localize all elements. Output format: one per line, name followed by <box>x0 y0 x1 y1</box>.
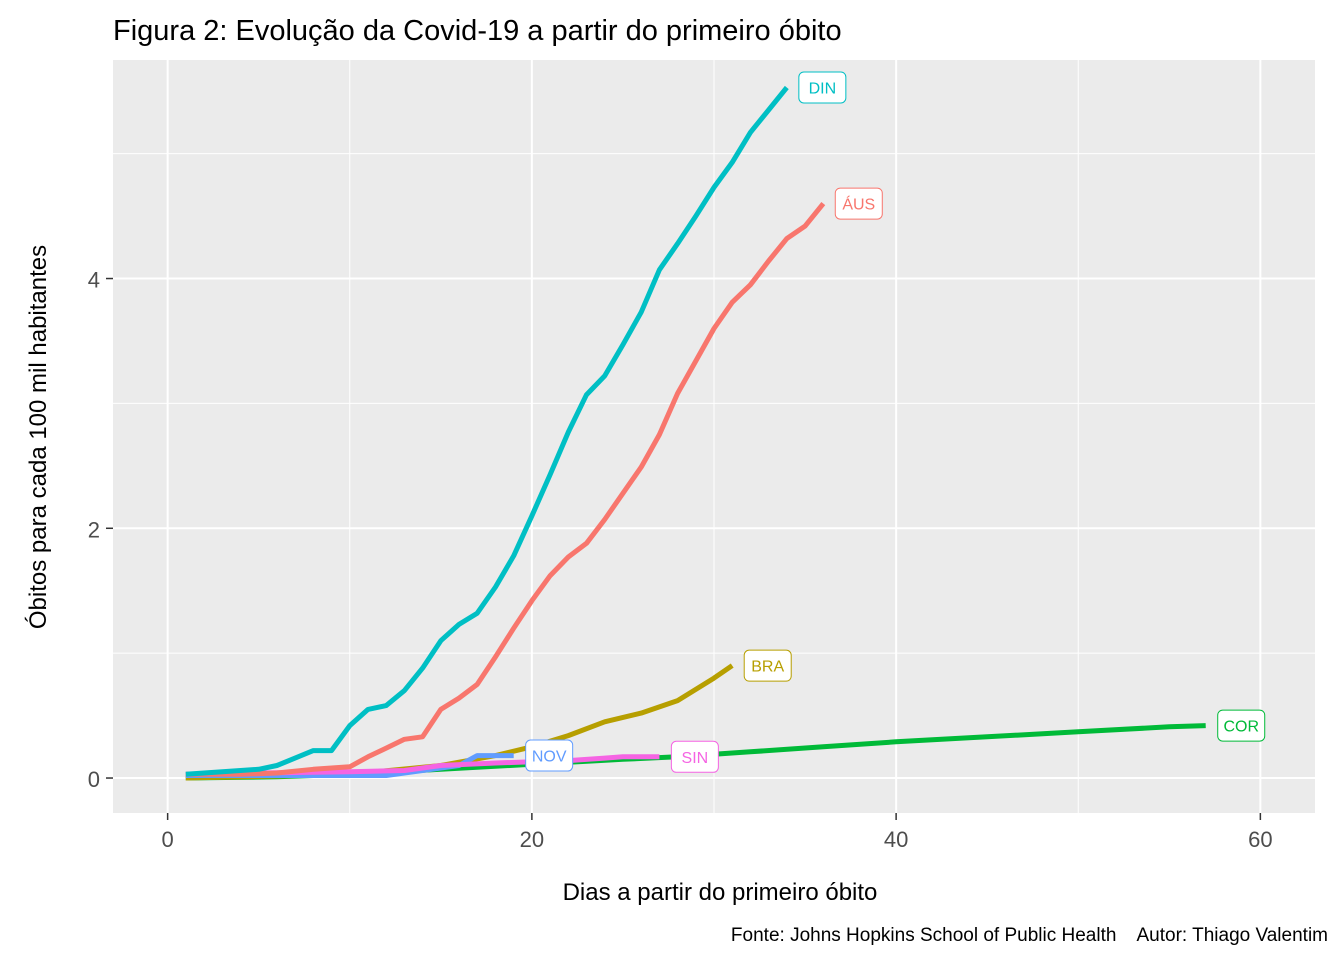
series-label-nov: NOV <box>525 739 574 772</box>
y-axis-title: Óbitos para cada 100 mil habitantes <box>25 245 52 629</box>
y-tick-label: 4 <box>88 268 100 293</box>
series-label-text: ÁUS <box>842 195 875 214</box>
y-axis-ticks: 0 2 4 <box>88 268 113 792</box>
series-line-áus <box>185 202 826 777</box>
series-label-text: NOV <box>532 749 567 766</box>
y-tick-label: 0 <box>88 767 100 792</box>
series-label-din: DIN <box>798 71 847 104</box>
series-label-text: DIN <box>809 80 837 97</box>
series-label-sin: SIN <box>670 740 719 773</box>
series-line-din <box>185 85 789 777</box>
x-axis-title: Dias a partir do primeiro óbito <box>563 879 878 906</box>
y-tick-label: 2 <box>88 517 100 542</box>
series-label-box <box>1217 709 1266 742</box>
series-line-sin <box>185 754 660 777</box>
series-labels: COR BRA NOV SIN ÁUS DIN <box>525 71 1266 773</box>
series-label-bra: BRA <box>743 649 792 682</box>
x-axis-ticks: 0 20 40 60 <box>162 813 1273 852</box>
series-label-cor: COR <box>1217 709 1266 742</box>
series-label-text: BRA <box>751 659 784 676</box>
series-label-box <box>743 649 792 682</box>
series-label-áus: ÁUS <box>834 187 883 220</box>
series-label-box <box>525 739 574 772</box>
x-tick-label: 0 <box>162 827 174 852</box>
series-label-box <box>834 187 883 220</box>
x-tick-label: 60 <box>1248 827 1272 852</box>
series-label-box <box>670 740 719 773</box>
series-label-box <box>798 71 847 104</box>
series-label-text: COR <box>1223 719 1259 736</box>
x-tick-label: 40 <box>884 827 908 852</box>
chart-caption: Fonte: Johns Hopkins School of Public He… <box>731 925 1328 946</box>
series-label-text: SIN <box>682 750 709 767</box>
chart-title: Figura 2: Evolução da Covid-19 a partir … <box>113 15 842 47</box>
x-tick-label: 20 <box>520 827 544 852</box>
